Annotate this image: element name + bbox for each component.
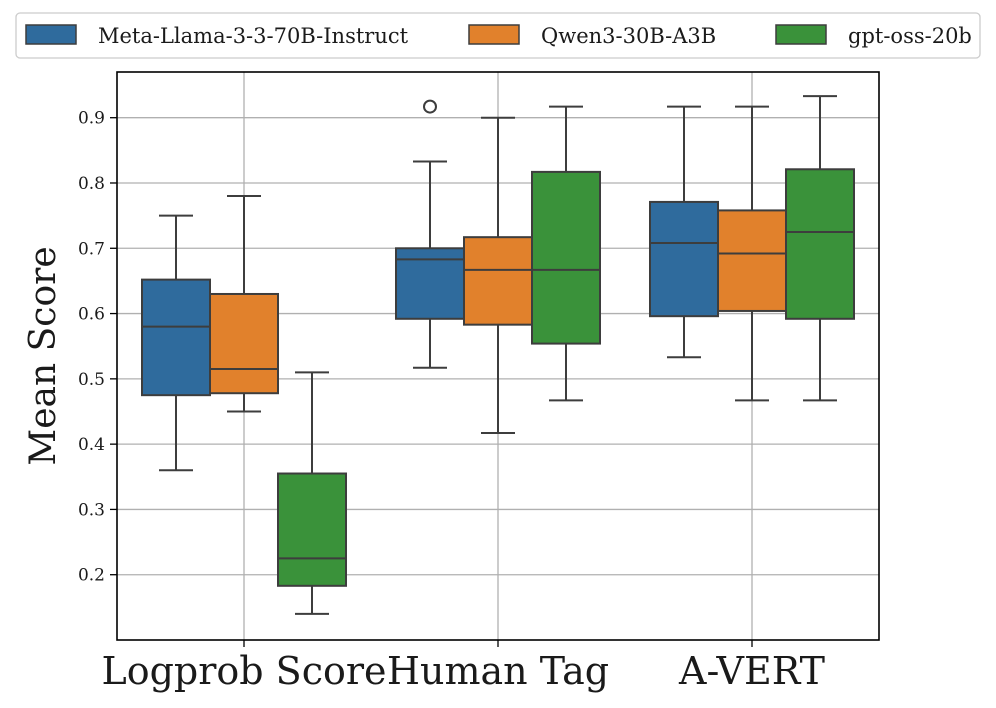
y-axis: 0.2 0.3 0.4 0.5 0.6 0.7 0.8 0.9: [78, 109, 117, 586]
y-tick-label: 0.2: [78, 566, 105, 586]
box: [717, 105, 787, 402]
legend-swatch: [775, 24, 827, 45]
series-qwen3-30b-a3b: [209, 105, 787, 435]
box: [649, 105, 719, 359]
y-tick-label: 0.3: [78, 500, 105, 520]
box-body: [649, 200, 719, 318]
box: [785, 95, 855, 402]
box: [209, 195, 279, 413]
legend-swatch: [25, 24, 77, 45]
y-tick-label: 0.8: [78, 174, 105, 194]
box-body: [209, 292, 279, 395]
x-category-label: Human Tag: [387, 649, 609, 693]
y-tick-label: 0.9: [78, 109, 105, 129]
y-tick-label: 0.4: [78, 435, 105, 455]
legend-label: gpt-oss-20b: [848, 24, 972, 48]
legend-item: Meta-Llama-3-3-70B-Instruct: [25, 24, 409, 48]
legend-label: Meta-Llama-3-3-70B-Instruct: [98, 24, 409, 48]
series-meta-llama-3-3-70b-instruct: [141, 99, 719, 472]
box: [531, 105, 601, 402]
y-tick-label: 0.6: [78, 305, 105, 325]
outlier-point: [423, 99, 437, 114]
legend-item: Qwen3-30B-A3B: [468, 24, 716, 48]
box: [141, 214, 211, 472]
box-body: [277, 472, 347, 587]
box: [395, 99, 465, 369]
box: [277, 371, 347, 615]
y-tick-label: 0.5: [78, 370, 105, 390]
box-body: [717, 209, 787, 312]
box: [463, 116, 533, 435]
x-category-label: Logprob Score: [101, 649, 386, 693]
series-gpt-oss-20b: [277, 95, 855, 615]
legend-label: Qwen3-30B-A3B: [541, 24, 716, 48]
y-axis-label: Mean Score: [23, 246, 64, 465]
y-tick-label: 0.7: [78, 239, 105, 259]
legend-swatch: [468, 24, 520, 45]
x-axis: Logprob Score Human Tag A-VERT: [101, 640, 825, 693]
box-body: [463, 236, 533, 326]
box-body: [785, 168, 855, 320]
legend-item: gpt-oss-20b: [775, 24, 972, 48]
box-body: [141, 278, 211, 397]
x-category-label: A-VERT: [678, 649, 825, 693]
box-body: [531, 170, 601, 345]
legend: Meta-Llama-3-3-70B-Instruct Qwen3-30B-A3B…: [15, 12, 981, 59]
box-groups: [141, 95, 855, 615]
